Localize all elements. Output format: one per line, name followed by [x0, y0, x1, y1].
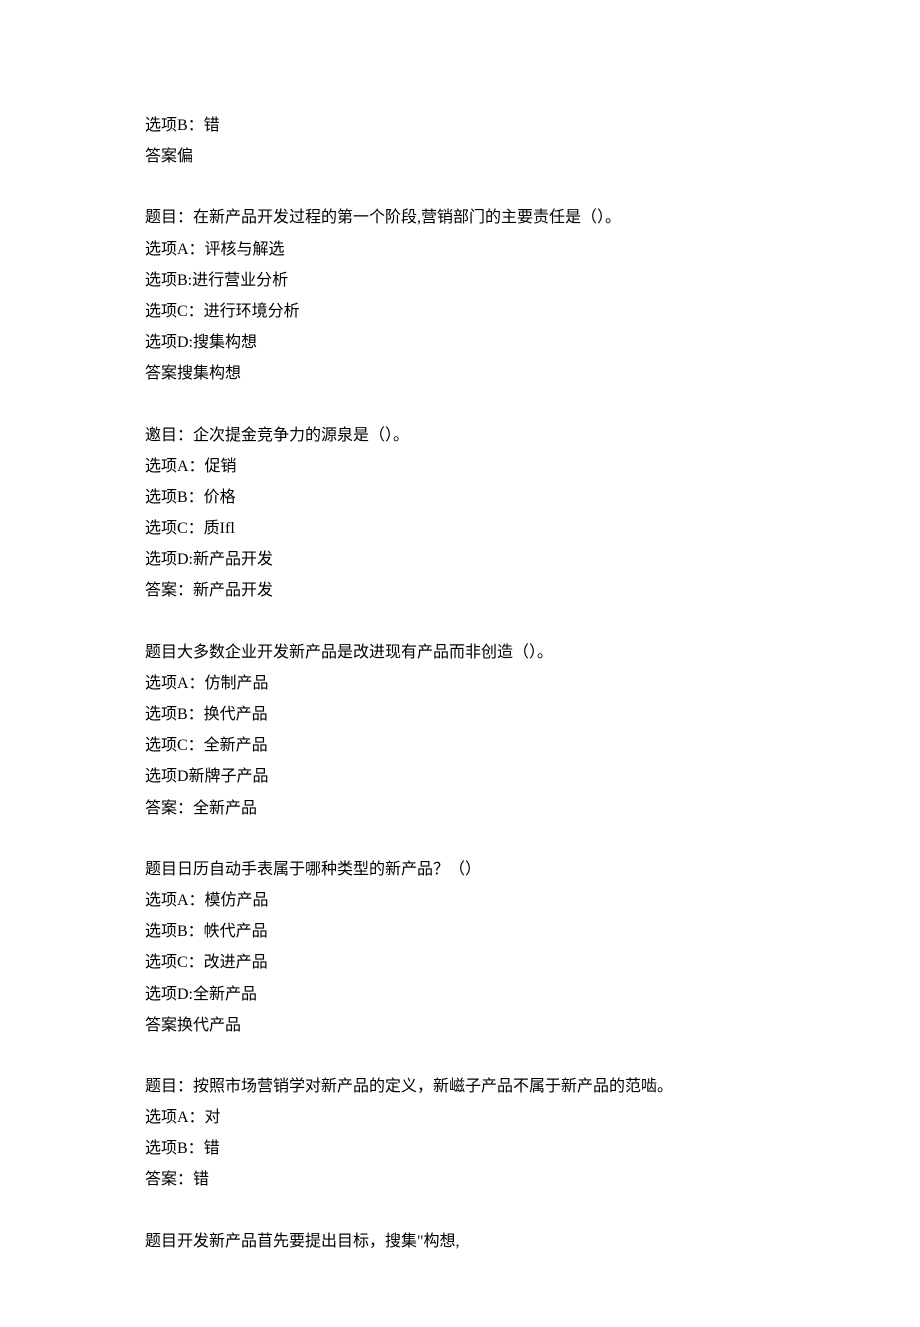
question-block: 题目：在新产品开发过程的第一个阶段,营销部门的主要责任是（）。选项A：评核与解选… — [145, 202, 775, 389]
document-content: 选项B：错答案偏题目：在新产品开发过程的第一个阶段,营销部门的主要责任是（）。选… — [145, 110, 775, 1257]
question-block: 题目开发新产品苜先要提出目标，搜集"构想, — [145, 1226, 775, 1257]
text-line: 选项C：进行环境分析 — [145, 296, 775, 327]
text-line: 选项D新牌子产品 — [145, 761, 775, 792]
text-line: 选项D:全新产品 — [145, 979, 775, 1010]
text-line: 选项C：全新产品 — [145, 730, 775, 761]
text-line: 答案：新产品开发 — [145, 575, 775, 606]
question-block: 邀目：企次提金竞争力的源泉是（）。选项A：促销选项B：价格选项C：质Ifl选项D… — [145, 420, 775, 607]
text-line: 选项B：错 — [145, 1133, 775, 1164]
text-line: 答案搜集构想 — [145, 358, 775, 389]
text-line: 答案偏 — [145, 141, 775, 172]
text-line: 选项B：帙代产品 — [145, 916, 775, 947]
text-line: 选项B：错 — [145, 110, 775, 141]
question-block: 选项B：错答案偏 — [145, 110, 775, 172]
text-line: 答案：错 — [145, 1164, 775, 1195]
text-line: 选项A：仿制产品 — [145, 668, 775, 699]
text-line: 选项A：模仿产品 — [145, 885, 775, 916]
text-line: 题目日历自动手表属于哪种类型的新产品？（） — [145, 854, 775, 885]
question-block: 题目：按照市场营销学对新产品的定义，新嵫子产品不属于新产品的范啮。选项A：对选项… — [145, 1071, 775, 1196]
text-line: 选项B:进行营业分析 — [145, 265, 775, 296]
text-line: 题目开发新产品苜先要提出目标，搜集"构想, — [145, 1226, 775, 1257]
text-line: 选项B：价格 — [145, 482, 775, 513]
text-line: 题目：按照市场营销学对新产品的定义，新嵫子产品不属于新产品的范啮。 — [145, 1071, 775, 1102]
text-line: 邀目：企次提金竞争力的源泉是（）。 — [145, 420, 775, 451]
text-line: 答案换代产品 — [145, 1010, 775, 1041]
text-line: 答案：全新产品 — [145, 793, 775, 824]
text-line: 选项D:搜集构想 — [145, 327, 775, 358]
text-line: 题目大多数企业开发新产品是改进现有产品而非创造（）。 — [145, 637, 775, 668]
text-line: 选项B：换代产品 — [145, 699, 775, 730]
text-line: 选项D:新产品开发 — [145, 544, 775, 575]
question-block: 题目日历自动手表属于哪种类型的新产品？（）选项A：模仿产品选项B：帙代产品选项C… — [145, 854, 775, 1041]
text-line: 选项A：评核与解选 — [145, 234, 775, 265]
text-line: 题目：在新产品开发过程的第一个阶段,营销部门的主要责任是（）。 — [145, 202, 775, 233]
text-line: 选项A：对 — [145, 1102, 775, 1133]
text-line: 选项C：质Ifl — [145, 513, 775, 544]
question-block: 题目大多数企业开发新产品是改进现有产品而非创造（）。选项A：仿制产品选项B：换代… — [145, 637, 775, 824]
text-line: 选项A：促销 — [145, 451, 775, 482]
text-line: 选项C：改进产品 — [145, 947, 775, 978]
